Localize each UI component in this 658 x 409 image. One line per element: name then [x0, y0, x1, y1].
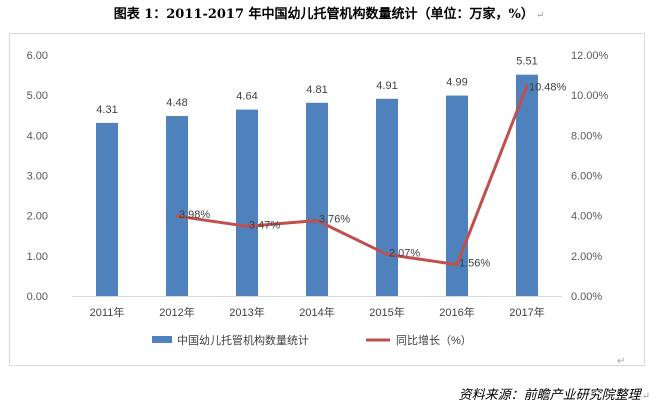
line-point [455, 263, 459, 267]
growth-line [175, 84, 529, 267]
line-point [385, 252, 389, 256]
right-axis: 0.00% 2.00% 4.00% 6.00% 8.00% 10.00% 12.00% [571, 50, 609, 303]
line-value-label: 3.76% [319, 213, 350, 225]
bar-value-label: 4.99 [446, 77, 467, 89]
right-tick-label: 2.00% [571, 251, 602, 263]
paragraph-mark-icon: ↵ [617, 356, 626, 367]
x-tick-label: 2016年 [439, 305, 474, 319]
legend-bar-label: 中国幼儿托管机构数量统计 [177, 333, 309, 347]
line-value-label: 3.98% [179, 209, 210, 221]
left-tick-label: 4.00 [27, 130, 48, 142]
right-tick-label: 0.00% [571, 291, 602, 303]
bar [236, 109, 258, 296]
bar [96, 122, 118, 296]
left-axis: 0.00 1.00 2.00 3.00 4.00 5.00 6.00 [27, 50, 48, 303]
line-point [175, 214, 179, 218]
x-tick-label: 2015年 [369, 305, 404, 319]
bar-value-label: 5.51 [516, 56, 537, 68]
line-value-label: 2.07% [389, 247, 420, 259]
bar [306, 102, 328, 296]
x-tick-label: 2014年 [299, 305, 334, 319]
bar-value-label: 4.31 [96, 104, 117, 116]
line-point [315, 218, 319, 222]
x-tick-label: 2017年 [509, 305, 544, 319]
right-tick-label: 4.00% [571, 211, 602, 223]
x-tick-label: 2013年 [229, 305, 264, 319]
bar-value-label: 4.64 [236, 91, 257, 103]
left-tick-label: 1.00 [27, 251, 48, 263]
legend: 中国幼儿托管机构数量统计 同比增长（%） [152, 333, 472, 347]
page-title: 图表 1：2011-2017 年中国幼儿托管机构数量统计（单位：万家，%） ↵ [0, 3, 658, 22]
right-tick-label: 10.00% [571, 90, 609, 102]
left-tick-label: 5.00 [27, 90, 48, 102]
line-value-label: 1.56% [459, 258, 490, 270]
line-point [525, 84, 529, 88]
title-text: 图表 1：2011-2017 年中国幼儿托管机构数量统计（单位：万家，%） [113, 7, 534, 22]
chart-frame [9, 33, 645, 366]
bar [516, 74, 538, 296]
line-labels: 3.98% 3.47% 3.76% 2.07% 1.56% 10.48% [179, 82, 567, 270]
left-tick-label: 0.00 [27, 291, 48, 303]
bar-value-label: 4.48 [166, 97, 187, 109]
legend-line-label: 同比增长（%） [396, 333, 472, 347]
line-point [245, 224, 249, 228]
right-tick-label: 12.00% [571, 50, 609, 62]
paragraph-mark-icon: ↵ [535, 10, 545, 21]
left-tick-label: 2.00 [27, 211, 48, 223]
right-tick-label: 8.00% [571, 130, 602, 142]
bar [376, 98, 398, 296]
bar-value-label: 4.91 [376, 80, 397, 92]
source-note: 资料来源：前瞻产业研究院整理↵ [459, 384, 650, 403]
left-tick-label: 6.00 [27, 50, 48, 62]
x-tick-label: 2012年 [159, 305, 194, 319]
paragraph-mark-icon: ↵ [641, 391, 650, 402]
source-text: 资料来源：前瞻产业研究院整理 [458, 388, 641, 403]
left-tick-label: 3.00 [27, 171, 48, 183]
bar-value-label: 4.81 [306, 84, 327, 96]
line-value-label: 10.48% [529, 82, 567, 94]
x-axis-ticks: 2011年 2012年 2013年 2014年 2015年 2016年 2017年 [90, 305, 545, 319]
bar [166, 116, 188, 296]
bar-labels: 4.31 4.48 4.64 4.81 4.91 4.99 5.51 [96, 56, 537, 116]
line-series [175, 84, 529, 267]
legend-bar-swatch [152, 336, 172, 343]
right-tick-label: 6.00% [571, 171, 602, 183]
bar-series [96, 74, 538, 297]
bar [446, 95, 468, 297]
x-tick-label: 2011年 [90, 305, 125, 319]
line-value-label: 3.47% [249, 219, 280, 231]
